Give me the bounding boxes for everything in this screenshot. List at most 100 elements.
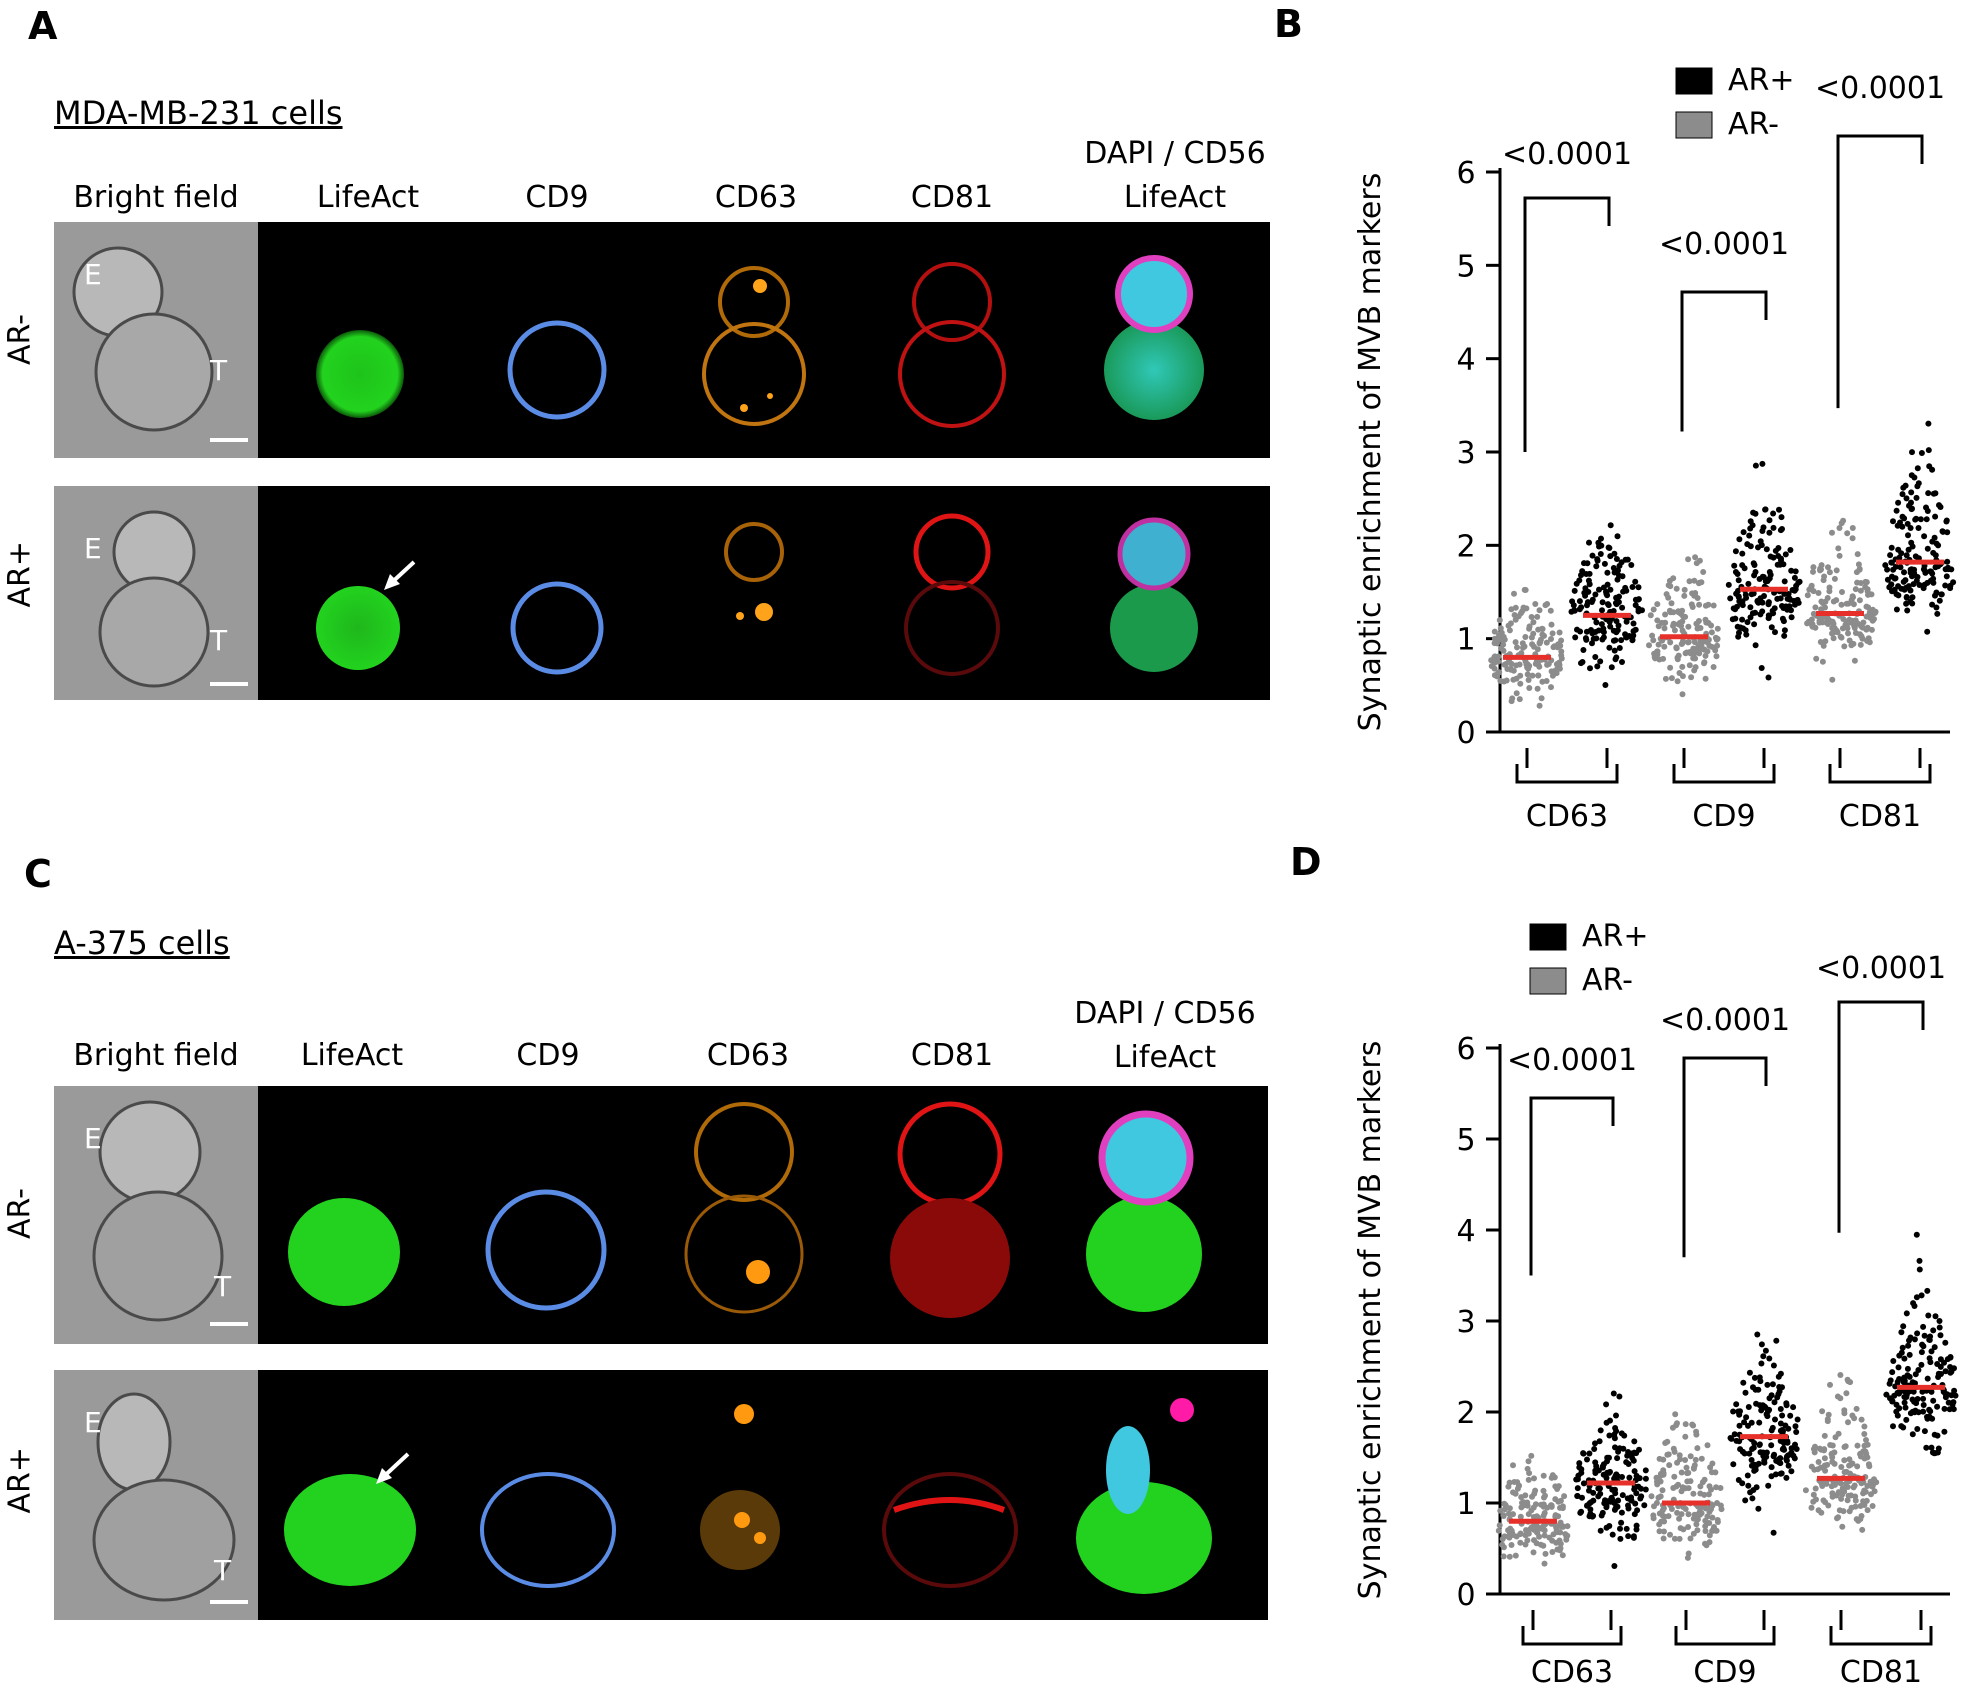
data-point	[1612, 1444, 1618, 1451]
data-point	[1843, 1390, 1850, 1397]
data-point	[1925, 420, 1932, 427]
data-point	[1680, 613, 1687, 620]
data-point	[1700, 569, 1707, 575]
data-point	[1889, 1398, 1896, 1405]
data-point	[1868, 1491, 1874, 1498]
data-point	[1495, 658, 1502, 665]
x-category-label: CD9	[1692, 799, 1755, 834]
data-point	[1628, 562, 1635, 568]
data-point	[1777, 1470, 1784, 1477]
data-point	[1775, 1373, 1782, 1380]
data-point	[1847, 1461, 1854, 1468]
data-point	[1810, 1491, 1817, 1498]
data-point	[1614, 533, 1621, 540]
data-point	[1549, 1472, 1556, 1479]
data-point	[1936, 597, 1943, 604]
data-point	[1733, 590, 1740, 597]
data-point	[1792, 1423, 1799, 1430]
data-point	[1707, 1506, 1714, 1513]
data-point	[1687, 1453, 1694, 1460]
data-point	[1704, 1442, 1711, 1449]
data-point	[1906, 1337, 1912, 1344]
data-point	[1531, 1537, 1537, 1544]
data-point	[1812, 1485, 1819, 1492]
data-point	[1651, 1503, 1657, 1510]
data-point	[1914, 1426, 1921, 1432]
data-point	[1765, 601, 1772, 608]
data-point	[1832, 1481, 1838, 1488]
data-point	[1824, 1461, 1831, 1468]
data-point	[1761, 1403, 1768, 1410]
data-point	[1932, 513, 1939, 520]
data-point	[1740, 625, 1747, 632]
data-point	[1901, 586, 1908, 593]
data-point	[1513, 675, 1520, 682]
data-point	[1829, 676, 1836, 683]
data-point	[1717, 1502, 1724, 1509]
data-point	[1618, 1519, 1625, 1526]
data-point	[1546, 1534, 1553, 1541]
data-point	[1592, 591, 1599, 598]
data-point	[1935, 542, 1942, 549]
data-point	[1701, 1491, 1708, 1498]
data-point	[1744, 1472, 1751, 1479]
data-point	[1808, 1463, 1815, 1470]
y-tick-label: 6	[1456, 156, 1475, 191]
data-point	[1494, 670, 1501, 677]
data-point	[1928, 1444, 1935, 1451]
data-point	[1749, 1495, 1756, 1502]
data-point	[1685, 623, 1692, 630]
data-point	[1704, 639, 1710, 646]
data-point	[1616, 562, 1623, 569]
data-point	[1649, 632, 1656, 639]
data-point	[1553, 1524, 1560, 1531]
data-point	[1682, 1506, 1689, 1512]
data-point	[1614, 1455, 1621, 1462]
data-point	[1710, 602, 1717, 609]
data-point	[1751, 562, 1758, 568]
data-point	[1674, 1459, 1681, 1466]
data-point	[1921, 1332, 1928, 1339]
data-point	[1679, 691, 1686, 698]
data-point	[1576, 1460, 1583, 1467]
data-point	[1818, 1480, 1825, 1487]
data-point	[1794, 596, 1801, 603]
data-point	[1912, 553, 1919, 560]
data-point	[1736, 536, 1743, 543]
data-point	[1731, 562, 1738, 569]
data-point	[1794, 1416, 1801, 1423]
data-point	[1706, 1532, 1713, 1539]
data-point	[1838, 1495, 1845, 1502]
data-point	[1631, 1438, 1638, 1445]
cd9-cell	[507, 320, 607, 420]
data-point	[1790, 1404, 1797, 1411]
data-point	[1497, 677, 1504, 684]
data-point	[1756, 1442, 1763, 1448]
data-point	[1664, 1438, 1671, 1445]
data-point	[1933, 589, 1940, 596]
data-point	[1512, 604, 1519, 611]
data-point	[1709, 1528, 1716, 1534]
data-point	[1772, 629, 1778, 636]
data-point	[1930, 1397, 1937, 1404]
data-point	[1614, 576, 1621, 583]
data-point	[1808, 617, 1814, 624]
data-point	[1765, 674, 1772, 681]
data-point	[1690, 645, 1697, 652]
data-point	[1605, 1455, 1611, 1461]
data-point	[1896, 1390, 1902, 1397]
data-point	[1633, 1450, 1640, 1457]
data-point	[1821, 1432, 1828, 1439]
data-point	[1548, 636, 1554, 642]
cd81-cell	[898, 320, 1006, 428]
y-tick-label: 2	[1456, 529, 1475, 564]
data-point	[1597, 1427, 1604, 1434]
data-point	[1540, 1501, 1547, 1508]
data-point	[1749, 1446, 1756, 1452]
data-point	[1500, 1544, 1507, 1551]
data-point	[1852, 1497, 1859, 1504]
data-point	[1740, 1379, 1747, 1386]
data-point	[1680, 1526, 1687, 1533]
data-point	[1783, 1402, 1790, 1409]
data-point	[1781, 627, 1788, 634]
